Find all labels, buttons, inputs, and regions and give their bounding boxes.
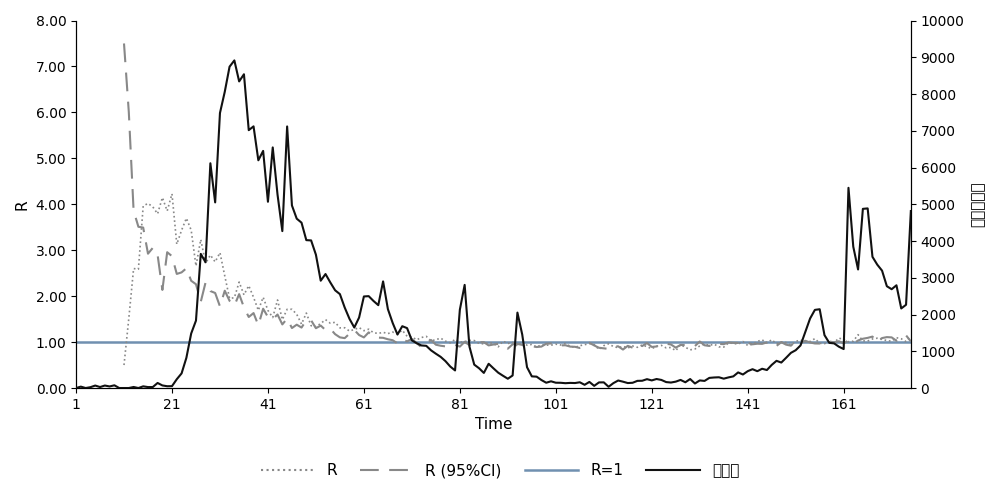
Legend: R, R (95%CI), R=1, 发病数: R, R (95%CI), R=1, 发病数 bbox=[254, 457, 746, 485]
Y-axis label: 新增感染数: 新增感染数 bbox=[970, 181, 985, 227]
X-axis label: Time: Time bbox=[475, 417, 512, 432]
Y-axis label: R: R bbox=[15, 199, 30, 210]
